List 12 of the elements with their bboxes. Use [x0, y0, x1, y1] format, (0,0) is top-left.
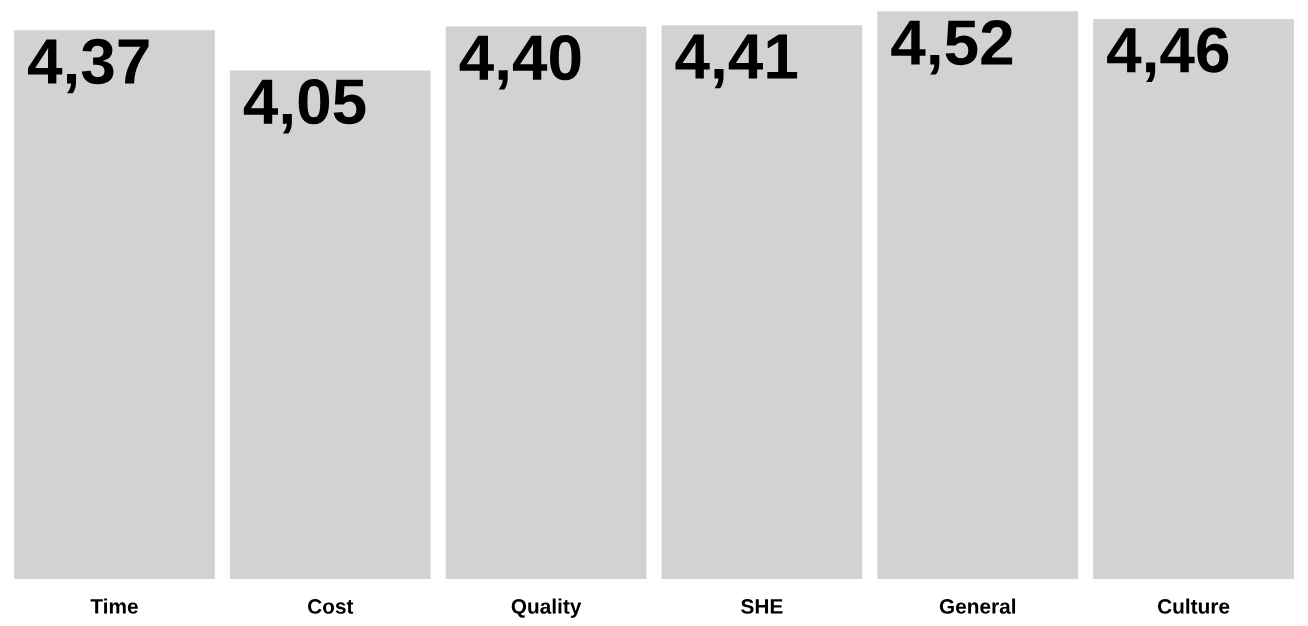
- x-tick-label: Time: [90, 598, 138, 614]
- data-label: 4,05: [243, 79, 366, 134]
- data-label: 4,46: [1107, 27, 1229, 83]
- data-label: 4,52: [891, 19, 1013, 75]
- x-tick-label: Cost: [307, 599, 354, 614]
- data-label: 4,41: [675, 34, 798, 89]
- data-label: 4,37: [28, 38, 149, 94]
- x-tick-label: Culture: [1157, 598, 1230, 614]
- x-tick-label: General: [939, 598, 1016, 614]
- x-tick-label: SHE: [741, 599, 783, 614]
- data-label: 4,40: [459, 35, 581, 90]
- x-tick-label: Quality: [511, 598, 582, 618]
